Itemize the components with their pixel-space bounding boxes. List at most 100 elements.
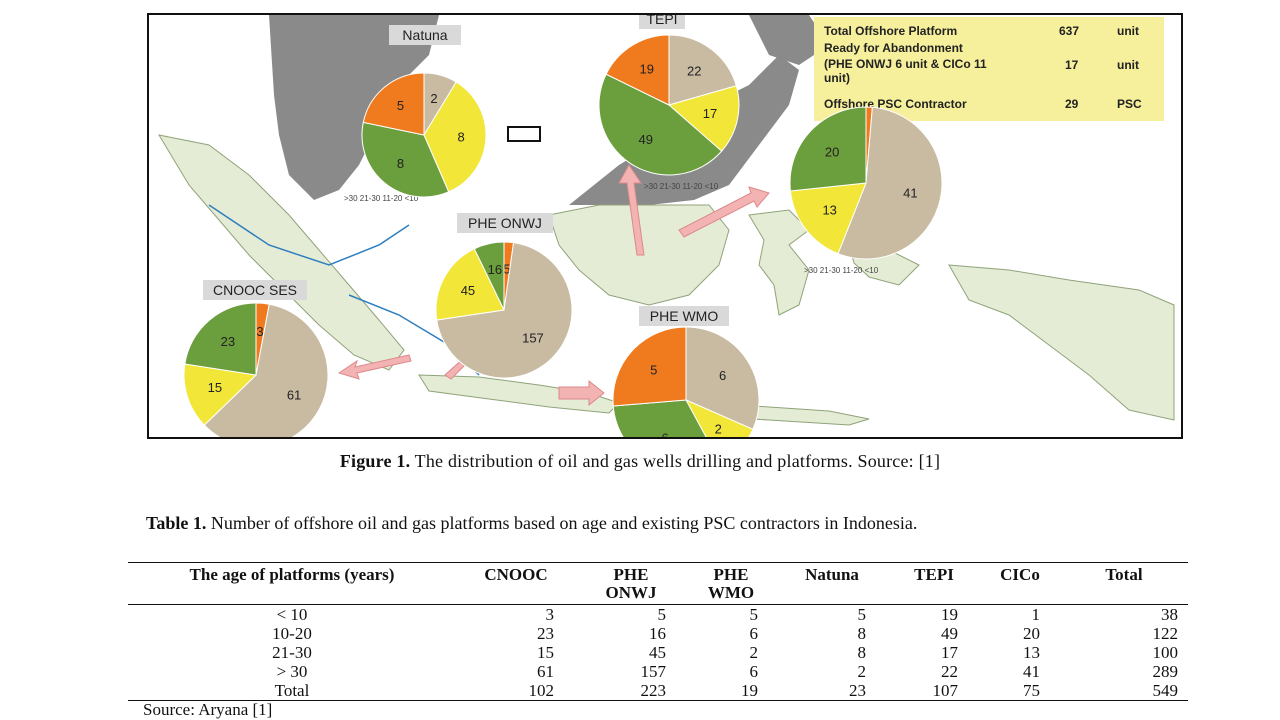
pie-slice — [837, 106, 943, 260]
pie-slice-label: 5 — [397, 98, 404, 113]
arrow-cnooc — [337, 354, 412, 380]
info-r3-unit: PSC — [1117, 97, 1142, 111]
info-r3-value: 29 — [1065, 97, 1079, 111]
table-cell: 289 — [1152, 662, 1179, 681]
region-label: Natuna — [402, 27, 447, 43]
pie-slice — [183, 363, 258, 426]
table-cell: 19 — [741, 681, 758, 700]
region-label: CNOOC SES — [213, 282, 297, 298]
arrow-tepi — [618, 164, 645, 256]
table-cell: 75 — [1023, 681, 1040, 700]
table-cell: 19 — [941, 605, 958, 624]
pie-slice-label: 20 — [825, 144, 839, 159]
table-cell: 102 — [528, 681, 555, 700]
pie-slice-label: 157 — [522, 331, 544, 346]
info-r2-value: 17 — [1065, 58, 1079, 72]
table-cell: 21-30 — [272, 643, 312, 662]
table-cell: 5 — [749, 605, 759, 624]
indonesia-map: Total Offshore Platform 637 unit Ready f… — [149, 15, 1181, 437]
table-header-cell: Natuna — [776, 563, 888, 605]
info-r2-line2: unit) — [824, 71, 850, 85]
pie-slice — [684, 398, 754, 437]
table-header-cell: CNOOC — [456, 563, 576, 605]
region-labels: Natuna TEPI PHE ONWJ CNOOC SES PHE WMO — [203, 15, 729, 326]
figure-caption-text: The distribution of oil and gas wells dr… — [414, 451, 941, 471]
info-r2-unit: unit — [1117, 58, 1139, 72]
table-header-text: CNOOC — [484, 565, 548, 584]
table-cell: 17 — [941, 643, 958, 662]
table-cell: 23 — [537, 624, 554, 643]
table-cell: 45 — [649, 643, 666, 662]
region-label: PHE WMO — [650, 308, 719, 324]
pie-slice-label: 41 — [903, 185, 917, 200]
figure-caption-label: Figure 1. — [339, 451, 411, 471]
pie-slice — [362, 72, 425, 136]
table-header-text: PHE — [613, 565, 649, 584]
table-title: Table 1. Number of offshore oil and gas … — [146, 513, 1178, 534]
table-header-row: The age of platforms (years) CNOOC PHE ONWJ… — [128, 562, 1188, 605]
figure-caption: Figure 1. The distribution of oil and ga… — [0, 451, 1280, 472]
table-cell: 2 — [749, 643, 759, 662]
table-row: 21-30 15 45 2 8 17 13 100 — [128, 643, 1188, 662]
table-cell: 61 — [537, 662, 554, 681]
pie-slice — [423, 81, 487, 193]
table-cell: 41 — [1023, 662, 1040, 681]
pie-slice — [789, 106, 867, 192]
table-cell: 10-20 — [272, 624, 312, 643]
table-cell: 20 — [1023, 624, 1040, 643]
arrow-wmo — [558, 379, 605, 407]
pie-slice-label: 23 — [221, 334, 235, 349]
table-cell: > 30 — [276, 662, 308, 681]
table-cell: 107 — [932, 681, 959, 700]
table-header-text: Natuna — [805, 565, 859, 584]
info-r3-label: Offshore PSC Contractor — [824, 97, 967, 111]
info-r1-unit: unit — [1117, 24, 1139, 38]
info-box: Total Offshore Platform 637 unit Ready f… — [814, 17, 1164, 121]
table-cell: 13 — [1023, 643, 1040, 662]
pie-slice — [435, 248, 505, 321]
info-r1-value: 637 — [1059, 24, 1079, 38]
table-row: > 30 61 157 6 2 22 41 289 — [128, 662, 1188, 681]
table-row: Total 102 223 19 23 107 75 549 — [128, 681, 1188, 701]
info-r2-line0: Ready for Abandonment — [824, 41, 963, 55]
pie-slice — [668, 34, 737, 106]
table-cell: 23 — [849, 681, 866, 700]
pie-slice-label: 8 — [457, 130, 464, 145]
map-legend-fragments: >30 21-30 11-20 <10 >30 21-30 11-20 <10 >3… — [344, 182, 879, 275]
papua-shape — [948, 264, 1175, 421]
pie-slice — [605, 34, 670, 106]
region-label: TEPI — [646, 15, 677, 27]
region-label-bg — [639, 306, 729, 326]
table-cell: 549 — [1152, 681, 1179, 700]
pie-slice-label: 19 — [640, 61, 654, 76]
table-header-text: TEPI — [914, 565, 954, 584]
pie-slice — [184, 302, 257, 376]
table-cell: 38 — [1161, 605, 1178, 624]
pie-slice-label: 5 — [503, 261, 510, 276]
table-header-text: WMO — [707, 583, 755, 602]
table-cell: 3 — [545, 605, 555, 624]
table-cell: < 10 — [276, 605, 308, 624]
table-cell: 6 — [749, 662, 759, 681]
table-cell: 1 — [1031, 605, 1041, 624]
table-cell: 2 — [857, 662, 867, 681]
table-title-text: Number of offshore oil and gas platforms… — [210, 513, 918, 533]
pie-slice — [598, 73, 723, 176]
pie-slice — [685, 326, 760, 430]
pie-slice — [361, 121, 450, 198]
region-label: PHE ONWJ — [468, 215, 542, 231]
map-inset-box — [507, 126, 541, 142]
region-label-bg — [639, 15, 685, 29]
pie-slice-label: 3 — [256, 324, 263, 339]
table-cell: 8 — [857, 624, 867, 643]
pie-slice-label: 2 — [430, 91, 437, 106]
table-body: < 10 3 5 5 5 19 1 38 10-20 23 16 6 8 49 20 122 21-30 15 45… — [128, 605, 1188, 701]
figure-map: Total Offshore Platform 637 unit Ready f… — [147, 13, 1183, 439]
table-header-cell: The age of platforms (years) — [128, 563, 456, 605]
pie-slice — [612, 326, 687, 407]
table-header-text: CICo — [1000, 565, 1040, 584]
info-r2-line1: (PHE ONWJ 6 unit & CICo 11 — [824, 57, 987, 71]
pie-slice-label: 6 — [719, 368, 726, 383]
pie-slice-label: 5 — [650, 362, 657, 377]
table-cell: 6 — [749, 624, 759, 643]
